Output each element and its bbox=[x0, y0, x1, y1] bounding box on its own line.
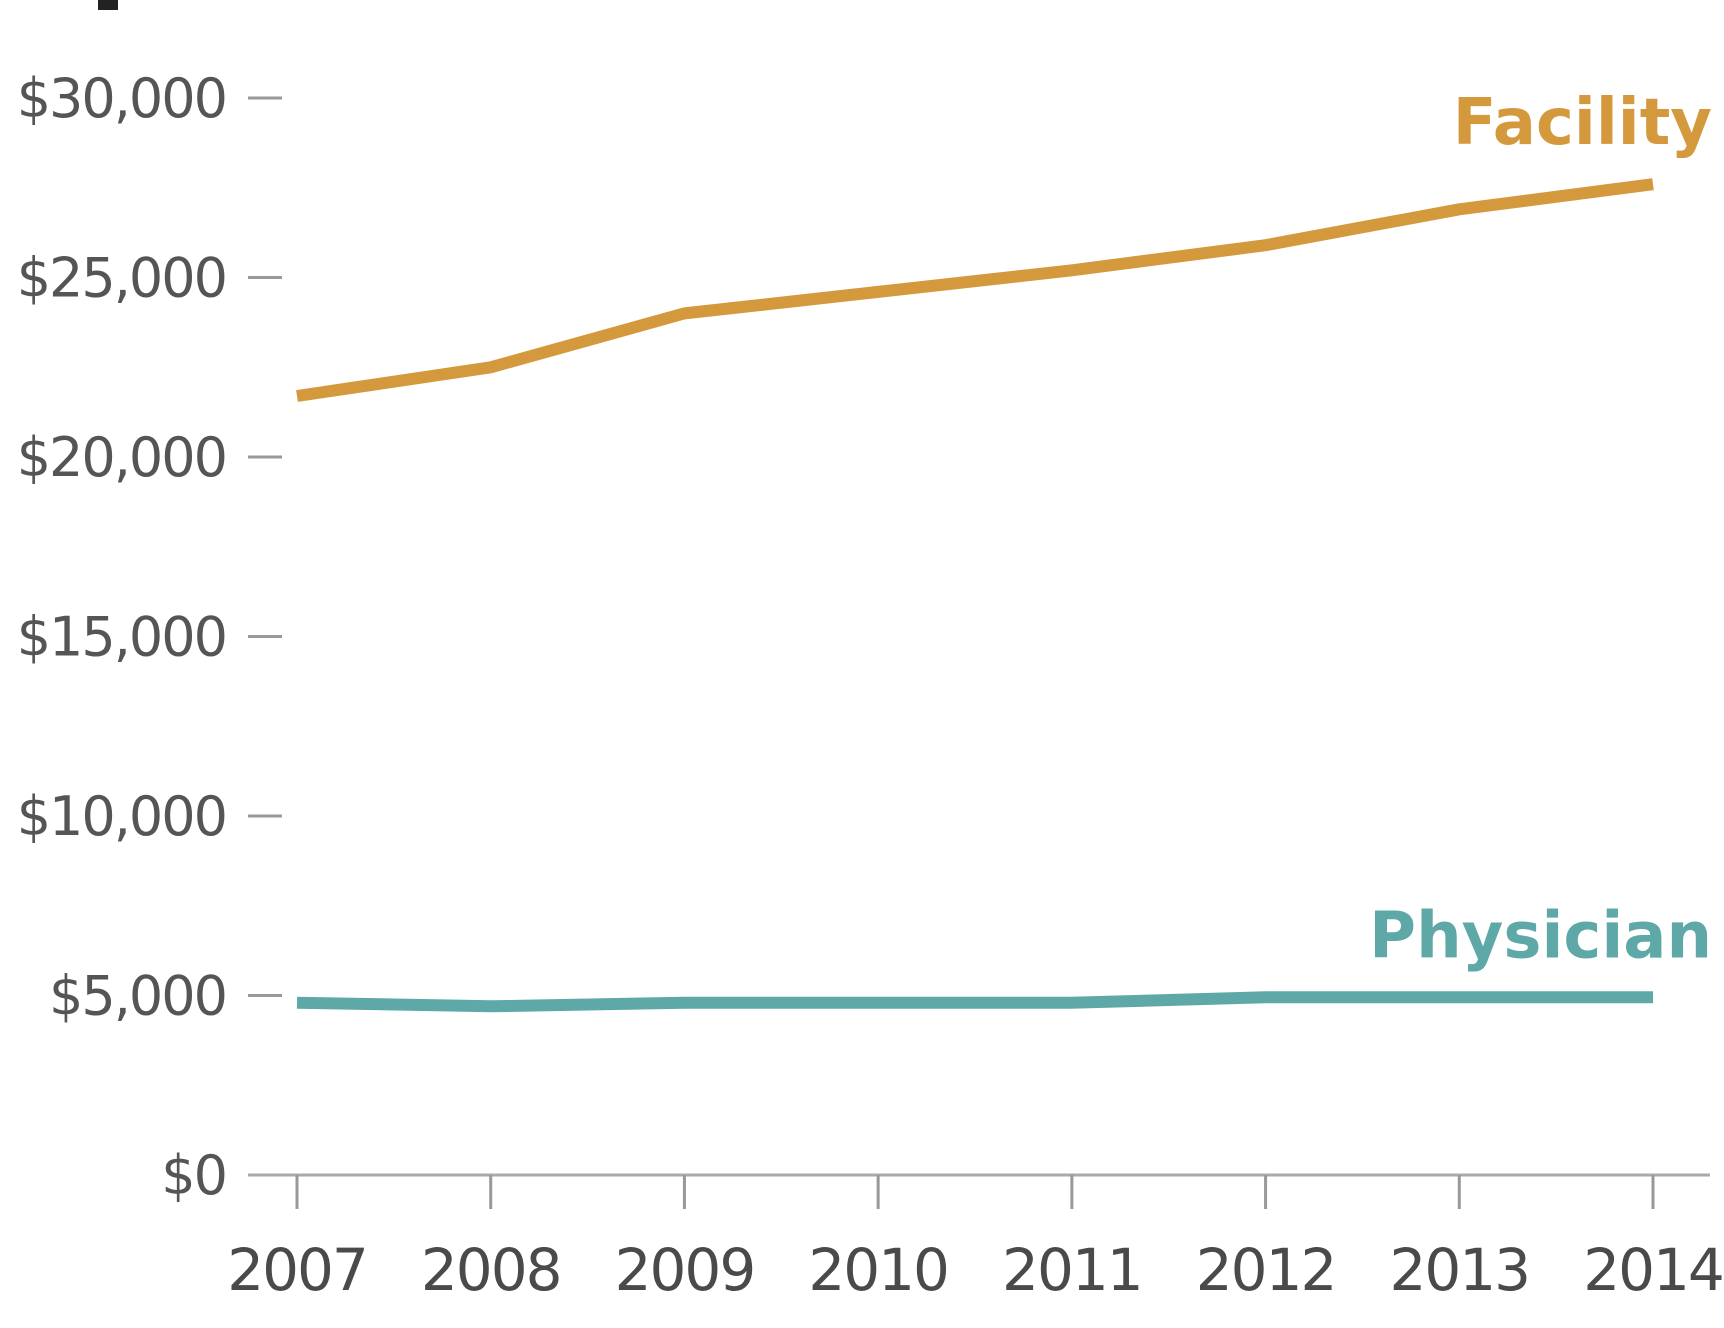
y-tick-label: $0 bbox=[161, 1144, 226, 1207]
series-layer bbox=[296, 178, 1654, 1013]
y-tick-label: $10,000 bbox=[17, 785, 226, 848]
x-tick-label: 2011 bbox=[1002, 1236, 1142, 1304]
title-fragment bbox=[98, 0, 118, 10]
facility-series-line bbox=[296, 178, 1654, 402]
physician-series-line bbox=[296, 991, 1653, 1013]
x-tick-label: 2009 bbox=[615, 1236, 755, 1304]
x-tick-label: 2014 bbox=[1583, 1236, 1723, 1304]
x-tick-label: 2007 bbox=[227, 1236, 367, 1304]
x-tick-label: 2008 bbox=[421, 1236, 561, 1304]
facility-series-label: Facility bbox=[1453, 86, 1712, 160]
x-tick-label: 2012 bbox=[1196, 1236, 1336, 1304]
physician-series-label: Physician bbox=[1369, 899, 1712, 973]
x-tick-label: 2010 bbox=[808, 1236, 948, 1304]
y-tick-label: $20,000 bbox=[17, 426, 226, 489]
y-tick-label: $25,000 bbox=[17, 247, 226, 310]
series-labels: Facility Physician bbox=[1369, 86, 1712, 973]
y-axis: $0 $5,000 $10,000 $15,000 $20,000 $25,000 $30,… bbox=[17, 67, 282, 1207]
y-tick-label: $5,000 bbox=[49, 965, 226, 1028]
x-axis: 2007 2008 2009 2010 2011 2012 2013 2014 bbox=[227, 1173, 1724, 1304]
x-tick-label: 2013 bbox=[1389, 1236, 1529, 1304]
y-tick-label: $30,000 bbox=[17, 67, 226, 130]
y-tick-label: $15,000 bbox=[17, 606, 226, 669]
